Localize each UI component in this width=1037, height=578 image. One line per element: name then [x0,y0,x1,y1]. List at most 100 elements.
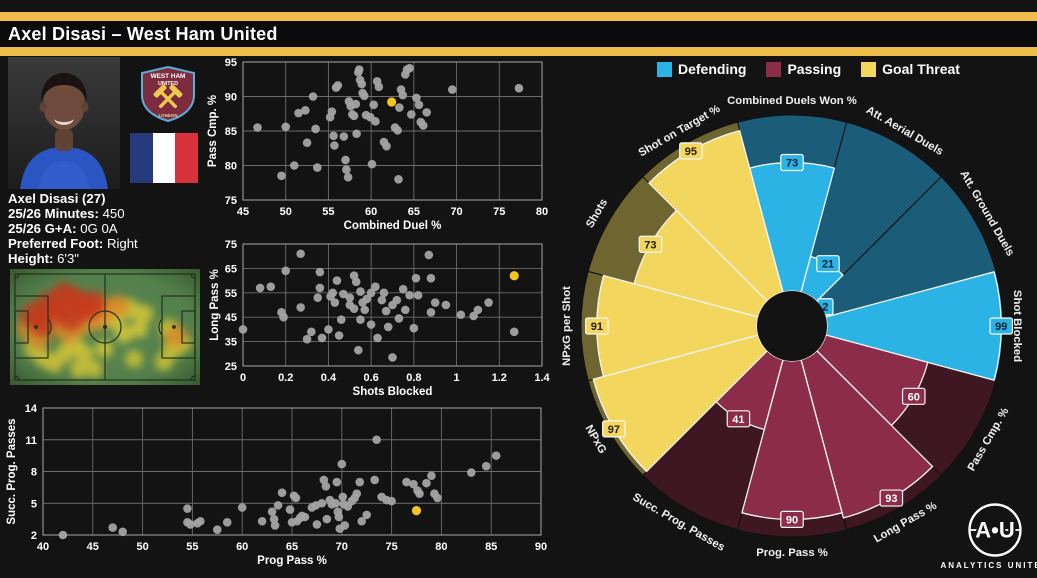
svg-text:95: 95 [225,57,237,69]
legend-swatch [766,61,782,77]
legend-label: Defending [678,61,747,77]
svg-text:91: 91 [591,321,603,333]
svg-text:1.2: 1.2 [492,372,507,384]
svg-text:85: 85 [225,126,237,138]
svg-text:0.6: 0.6 [363,372,378,384]
svg-text:45: 45 [237,206,249,218]
data-points [58,435,501,540]
percentile-pizza-chart: Combined Duels Won %Att. Aerial DuelsAtt… [561,95,1023,559]
svg-text:70: 70 [450,206,462,218]
scatter-progpass-vs-succprog: 40 45 50 55 60 65 70 75 80 85 90 2 5 8 11 14 Prog Pass %… [6,403,547,567]
svg-text:11: 11 [25,435,37,447]
legend-item-goal-threat: Goal Threat [861,61,960,77]
svg-text:45: 45 [225,312,237,324]
legend-swatch [657,61,672,77]
svg-text:25: 25 [225,361,237,373]
svg-text:Shot Blocked: Shot Blocked [1011,290,1023,362]
france-flag [130,133,199,183]
info-line-foot: Preferred Foot: Right [8,236,138,251]
svg-text:41: 41 [732,414,744,426]
svg-text:65: 65 [286,541,298,553]
highlighted-player-point [387,97,397,107]
tick-labels: 40 45 50 55 60 65 70 75 80 85 90 2 5 8 11 14 [25,403,547,553]
info-line-minutes: 25/26 Minutes: 450 [8,206,125,221]
x-axis-label: Shots Blocked [353,386,433,398]
legend-item-passing: Passing [766,61,841,77]
svg-text:1: 1 [454,372,460,384]
svg-text:50: 50 [136,541,148,553]
pizza-center-hole [757,291,827,361]
svg-text:0: 0 [240,372,246,384]
svg-text:LONDON: LONDON [158,113,177,118]
header-top-stripe [0,12,1037,21]
svg-text:14: 14 [25,403,38,415]
svg-text:90: 90 [225,92,237,104]
player-name: Axel Disasi (27) [8,191,106,206]
legend-item-defending: Defending [657,61,746,77]
svg-text:21: 21 [822,259,834,271]
svg-text:99: 99 [995,321,1007,333]
svg-text:80: 80 [435,541,447,553]
svg-text:35: 35 [225,337,237,349]
pizza-value-wedges [592,129,1002,520]
svg-text:97: 97 [608,424,620,436]
svg-text:5: 5 [31,498,37,510]
svg-text:2: 2 [31,530,37,542]
svg-text:90: 90 [535,541,547,553]
header: Axel Disasi – West Ham United [0,21,1037,47]
flag-red-band [175,133,199,183]
svg-text:Prog. Pass %: Prog. Pass % [756,547,828,559]
svg-text:40: 40 [37,541,49,553]
svg-text:Combined Duels Won %: Combined Duels Won % [727,95,857,107]
svg-text:8: 8 [31,467,37,479]
tick-labels: 0 0.2 0.4 0.6 0.8 1 1.2 1.4 25 35 45 55 65 75 [225,239,551,384]
page-title: Axel Disasi – West Ham United [8,23,278,44]
y-axis-label: Long Pass % [209,269,221,341]
crossed-hammers-icon [153,84,183,109]
svg-text:75: 75 [493,206,505,218]
legend-label: Goal Threat [882,61,960,77]
svg-text:55: 55 [225,288,237,300]
x-axis-label: Combined Duel % [344,220,442,232]
svg-text:55: 55 [322,206,334,218]
header-bottom-stripe [0,47,1037,56]
svg-text:NPxG per Shot: NPxG per Shot [561,286,573,366]
svg-text:0.2: 0.2 [278,372,293,384]
svg-text:95: 95 [685,146,697,158]
svg-text:2: 2 [822,302,828,314]
svg-text:80: 80 [536,206,548,218]
svg-text:0.4: 0.4 [321,372,337,384]
svg-text:80: 80 [225,161,237,173]
svg-text:85: 85 [485,541,497,553]
svg-text:70: 70 [336,541,348,553]
svg-text:75: 75 [385,541,397,553]
pizza-value-chips: 73 21 2 99 60 93 90 41 97 91 73 95 [585,142,1014,528]
scatter-duel-vs-passcmp: 45 50 55 60 65 70 75 80 75 80 85 90 95 Combined Duel … [207,57,548,232]
svg-text:75: 75 [225,195,237,207]
flag-blue-band [130,133,153,183]
west-ham-crest: WEST HAM UNITED LONDON [141,66,195,122]
svg-text:75: 75 [225,239,237,251]
svg-text:UNITED: UNITED [158,81,178,87]
data-points [253,63,524,184]
player-info: Axel Disasi (27) 25/26 Minutes: 450 25/2… [8,191,218,266]
pizza-legend: Defending Passing Goal Threat [657,61,960,77]
y-axis-label: Pass Cmp. % [207,95,219,167]
svg-text:55: 55 [186,541,198,553]
x-axis-label: Prog Pass % [257,555,327,567]
svg-text:65: 65 [225,263,237,275]
au-logo-icon: A•U [968,503,1022,557]
svg-text:WEST HAM: WEST HAM [151,73,186,80]
tick-labels: 45 50 55 60 65 70 75 80 75 80 85 90 95 [225,57,548,218]
svg-text:90: 90 [786,514,798,526]
info-line-ga: 25/26 G+A: 0G 0A [8,221,118,236]
player-photo [8,57,120,189]
y-axis-label: Succ. Prog. Passes [6,418,18,524]
svg-text:45: 45 [87,541,99,553]
info-line-height: Height: 6'3" [8,251,79,266]
touch-heatmap-pitch [10,269,200,385]
svg-text:60: 60 [908,391,920,403]
svg-text:73: 73 [644,239,656,251]
highlighted-player-point [509,271,519,281]
legend-label: Passing [787,61,842,77]
